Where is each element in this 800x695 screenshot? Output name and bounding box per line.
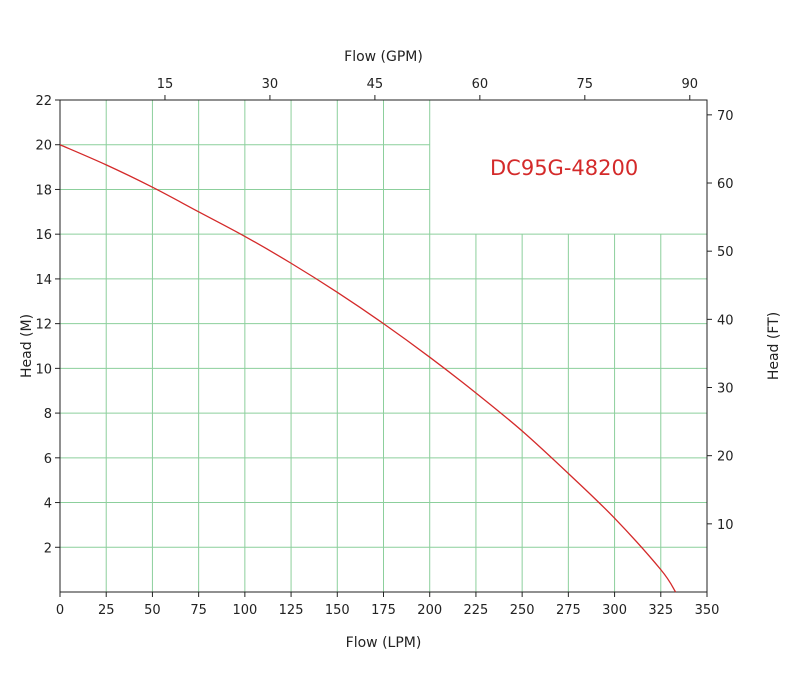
x-bottom-tick-label: 325	[648, 603, 673, 618]
model-annotation: DC95G-48200	[490, 156, 638, 180]
x-bottom-tick-label: 75	[190, 603, 207, 618]
y-right-tick-label: 70	[717, 109, 734, 124]
y-left-tick-label: 14	[35, 273, 52, 288]
x-top-tick-label: 90	[682, 77, 699, 92]
x-axis-bottom-title: Flow (LPM)	[346, 635, 422, 651]
y-left-tick-label: 8	[44, 407, 52, 422]
grid-lines	[60, 100, 707, 592]
series-layer	[59, 144, 677, 593]
x-bottom-tick-label: 50	[144, 603, 161, 618]
x-top-tick-label: 15	[157, 77, 174, 92]
y-right-tick-label: 10	[717, 518, 734, 533]
x-bottom-tick-label: 100	[232, 603, 257, 618]
axis-ticks: 0 25 50 75 100 125 150 175 200 225 250 275 300 325 350…	[35, 77, 733, 618]
x-bottom-tick-label: 350	[695, 603, 720, 618]
y-left-tick-label: 2	[44, 541, 52, 556]
y-left-tick-label: 6	[44, 452, 52, 467]
x-top-tick-label: 75	[577, 77, 594, 92]
y-left-tick-label: 22	[35, 94, 52, 109]
y-left-tick-label: 20	[35, 139, 52, 154]
x-bottom-tick-label: 25	[98, 603, 115, 618]
y-left-tick-label: 12	[35, 318, 52, 333]
x-bottom-tick-label: 125	[279, 603, 304, 618]
y-right-tick-label: 30	[717, 382, 734, 397]
x-top-tick-label: 60	[472, 77, 489, 92]
y-left-tick-label: 18	[35, 183, 52, 198]
y-right-tick-label: 20	[717, 450, 734, 465]
y-left-tick-label: 10	[35, 362, 52, 377]
x-bottom-tick-label: 300	[602, 603, 627, 618]
series-line-0	[59, 144, 677, 593]
y-axis-left-title: Head (M)	[19, 314, 35, 378]
y-left-tick-label: 4	[44, 497, 52, 512]
x-bottom-tick-label: 175	[371, 603, 396, 618]
x-top-tick-label: 30	[262, 77, 279, 92]
x-top-tick-label: 45	[367, 77, 384, 92]
x-bottom-tick-label: 150	[325, 603, 350, 618]
x-bottom-tick-label: 200	[417, 603, 442, 618]
y-axis-right-title: Head (FT)	[766, 312, 782, 380]
y-right-tick-label: 50	[717, 245, 734, 260]
x-axis-top-title: Flow (GPM)	[344, 49, 423, 65]
x-bottom-tick-label: 225	[464, 603, 489, 618]
y-left-tick-label: 16	[35, 228, 52, 243]
y-right-tick-label: 40	[717, 313, 734, 328]
x-bottom-tick-label: 275	[556, 603, 581, 618]
x-bottom-tick-label: 250	[510, 603, 535, 618]
x-bottom-tick-label: 0	[56, 603, 64, 618]
y-right-tick-label: 60	[717, 177, 734, 192]
